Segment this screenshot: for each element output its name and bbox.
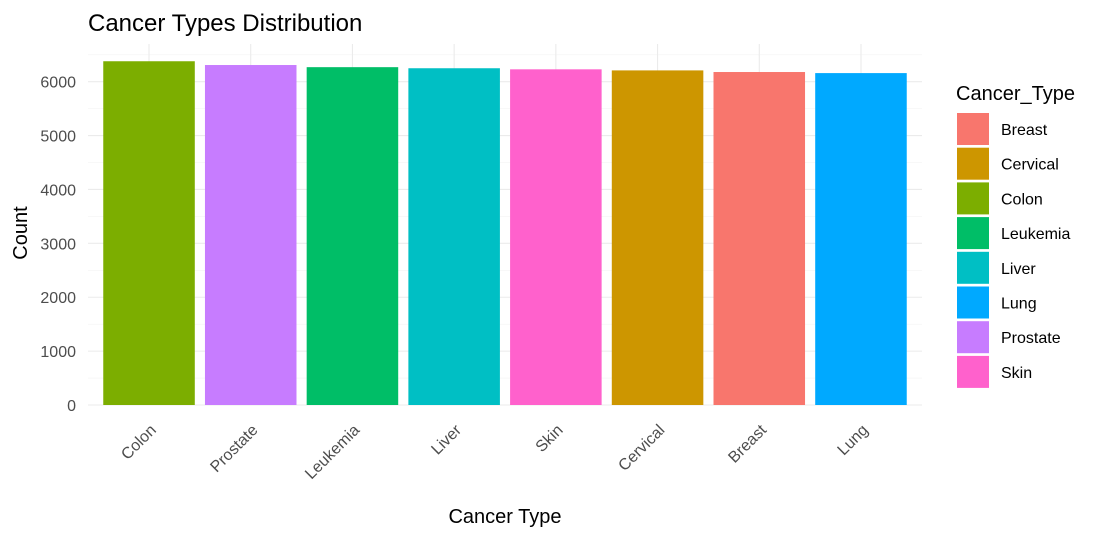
legend: Cancer_Type Breast Cervical Colon Leukemia L… [956, 83, 1075, 388]
y-tick-label: 4000 [40, 182, 76, 199]
legend-swatch-skin [957, 355, 989, 388]
x-tick-label: Breast [725, 421, 770, 466]
x-tick-label: Lung [835, 422, 872, 459]
y-tick-label: 5000 [40, 129, 76, 146]
legend-label: Lung [1001, 296, 1037, 313]
legend-title: Cancer_Type [956, 83, 1075, 105]
chart-title: Cancer Types Distribution [88, 10, 362, 37]
bar-lung [815, 73, 907, 405]
legend-swatch-breast [957, 113, 989, 145]
legend-label: Leukemia [1001, 226, 1070, 243]
legend-label: Prostate [1001, 330, 1061, 347]
legend-swatch-liver [957, 251, 989, 284]
legend-swatch-colon [957, 182, 989, 215]
bars [103, 61, 907, 406]
x-axis-tick-labels: Colon Prostate Leukemia Liver Skin Cervical Br… [118, 421, 872, 483]
x-tick-label: Liver [428, 421, 465, 458]
legend-label: Colon [1001, 191, 1043, 208]
legend-swatch-prostate [957, 321, 989, 354]
y-tick-label: 2000 [40, 290, 76, 307]
legend-label: Cervical [1001, 157, 1059, 174]
legend-swatch-leukemia [957, 217, 989, 250]
legend-label: Liver [1001, 261, 1036, 278]
y-tick-label: 6000 [40, 75, 76, 92]
y-axis-title: Count [10, 206, 32, 260]
bar-breast [713, 72, 806, 405]
y-tick-label: 1000 [40, 344, 76, 361]
x-tick-label: Cervical [616, 422, 669, 475]
bar-liver [408, 68, 500, 405]
x-tick-label: Colon [118, 422, 160, 464]
legend-swatch-lung [957, 286, 989, 319]
y-tick-label: 3000 [40, 236, 76, 253]
x-tick-label: Prostate [207, 422, 261, 476]
x-tick-label: Leukemia [302, 422, 363, 483]
legend-label: Breast [1001, 122, 1048, 139]
bar-colon [103, 61, 195, 405]
x-axis-title: Cancer Type [448, 506, 561, 528]
bar-prostate [204, 65, 297, 406]
legend-swatch-cervical [957, 147, 989, 180]
legend-items: Breast Cervical Colon Leukemia Liver Lung Pros… [957, 113, 1070, 388]
y-axis-tick-labels: 0 1000 2000 3000 4000 5000 6000 [40, 75, 76, 415]
bar-leukemia [306, 67, 399, 406]
bar-skin [510, 69, 602, 405]
bar-cervical [611, 70, 704, 405]
legend-label: Skin [1001, 365, 1032, 382]
x-tick-label: Skin [533, 422, 567, 456]
y-tick-label: 0 [67, 398, 76, 415]
